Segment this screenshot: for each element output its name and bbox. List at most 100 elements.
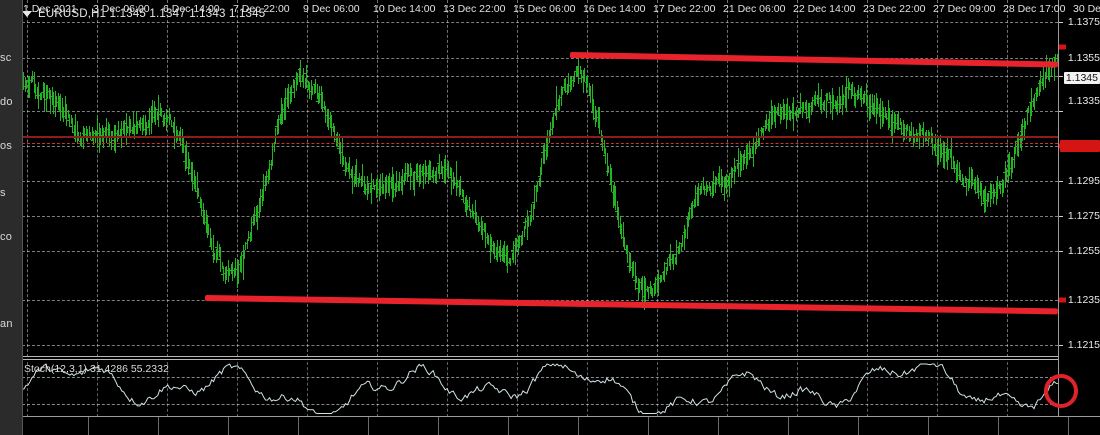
price-bar (783, 99, 784, 121)
bar-open-tick (369, 183, 371, 185)
bar-open-tick (189, 172, 191, 174)
price-bar (761, 126, 762, 136)
bar-open-tick (1029, 102, 1031, 104)
bar-open-tick (544, 149, 546, 151)
bar-open-tick (1041, 81, 1043, 83)
chevron-down-icon[interactable] (22, 11, 32, 17)
price-bar (798, 108, 799, 118)
bar-open-tick (109, 142, 111, 144)
price-bar (426, 166, 427, 177)
price-bar (130, 119, 131, 134)
price-bar (491, 237, 492, 252)
nav-item-0[interactable]: sc (0, 52, 12, 64)
price-bar (837, 96, 838, 116)
bar-open-tick (35, 94, 37, 96)
price-bar (663, 270, 664, 281)
price-bar (311, 80, 312, 100)
bar-open-tick (1003, 172, 1005, 174)
price-bar (207, 215, 208, 239)
bar-open-tick (147, 127, 149, 128)
gridline-v (937, 0, 938, 357)
nav-item-4[interactable]: co (0, 231, 13, 243)
bar-open-tick (846, 86, 848, 88)
price-bar (222, 261, 223, 269)
bar-open-tick (804, 111, 806, 113)
price-bar (28, 76, 29, 98)
price-bar (988, 193, 989, 203)
price-bar (290, 86, 291, 105)
price-bar (846, 76, 847, 112)
price-bar (467, 199, 468, 211)
price-bar (296, 72, 297, 92)
bar-open-tick (849, 89, 851, 91)
time-tick-label: 7 Dec 22:00 (233, 3, 290, 15)
gridline-h (22, 345, 1058, 346)
bar-open-tick (331, 126, 333, 128)
bar-open-tick (192, 182, 194, 184)
bar-open-tick (529, 210, 531, 212)
price-bar (450, 167, 451, 177)
price-bar (981, 182, 982, 207)
nav-item-5[interactable]: an (0, 318, 13, 330)
current-price-label: 1.1345 (1063, 72, 1100, 84)
gridline-h (22, 76, 1058, 77)
price-bar (689, 206, 690, 221)
price-bar (911, 122, 912, 138)
bar-open-tick (378, 188, 380, 190)
bar-open-tick (825, 95, 827, 97)
price-bar (658, 269, 659, 297)
price-bar (219, 243, 220, 257)
price-bar (23, 71, 24, 90)
alert-price-label: 1.1315 (1060, 140, 1100, 152)
navigator-panel[interactable]: sc do os s co an (0, 0, 23, 435)
stochastic-oscillator-plot[interactable] (22, 362, 1058, 416)
price-bar (883, 107, 884, 125)
bar-open-tick (955, 167, 957, 169)
price-bar (593, 99, 594, 120)
nav-item-1[interactable]: do (0, 96, 13, 108)
nav-item-3[interactable]: s (0, 187, 6, 199)
price-bar (420, 164, 421, 184)
bar-open-tick (446, 168, 448, 170)
price-bar (655, 277, 656, 294)
price-bar (709, 181, 710, 191)
bar-open-tick (470, 210, 472, 212)
bar-open-tick (91, 140, 93, 142)
nav-item-2[interactable]: os (0, 140, 13, 152)
price-bar (285, 87, 286, 120)
bar-open-tick (1032, 101, 1034, 103)
bar-open-tick (162, 121, 164, 123)
price-bar (408, 164, 409, 178)
price-bar (802, 101, 803, 119)
bar-open-tick (437, 163, 439, 165)
chart-canvas[interactable] (22, 0, 1058, 435)
price-bar (539, 177, 540, 186)
symbol-title-bar[interactable]: EURUSD,H1 1.1345 1.1347 1.1343 1.1345 (22, 6, 265, 22)
price-bar (117, 129, 118, 143)
price-bar (374, 185, 375, 190)
time-axis[interactable] (0, 416, 1100, 435)
price-bar (1002, 178, 1003, 198)
resistance-axis-marker (1059, 44, 1066, 50)
bar-open-tick (346, 168, 348, 170)
price-tick-label: 1.1295 (1067, 175, 1100, 187)
price-bar (957, 160, 958, 182)
price-bar (775, 106, 776, 129)
price-bar (766, 113, 767, 130)
price-bar (297, 73, 298, 85)
price-bar (901, 122, 902, 135)
price-bar (738, 148, 739, 178)
bar-open-tick (458, 185, 460, 187)
bar-open-tick (763, 125, 765, 127)
bar-open-tick (902, 132, 904, 134)
price-bar (781, 107, 782, 121)
bar-open-tick (316, 100, 318, 102)
time-axis-separator (508, 417, 509, 435)
bar-open-tick (677, 246, 679, 248)
price-axis[interactable]: 1.1375 1.1355 1.1345 1.1335 1.1315 1.129… (1058, 0, 1100, 435)
price-bar (133, 110, 134, 135)
bar-open-tick (875, 108, 877, 110)
bar-open-tick (183, 160, 185, 162)
bar-open-tick (659, 278, 661, 279)
price-bar (724, 177, 725, 202)
